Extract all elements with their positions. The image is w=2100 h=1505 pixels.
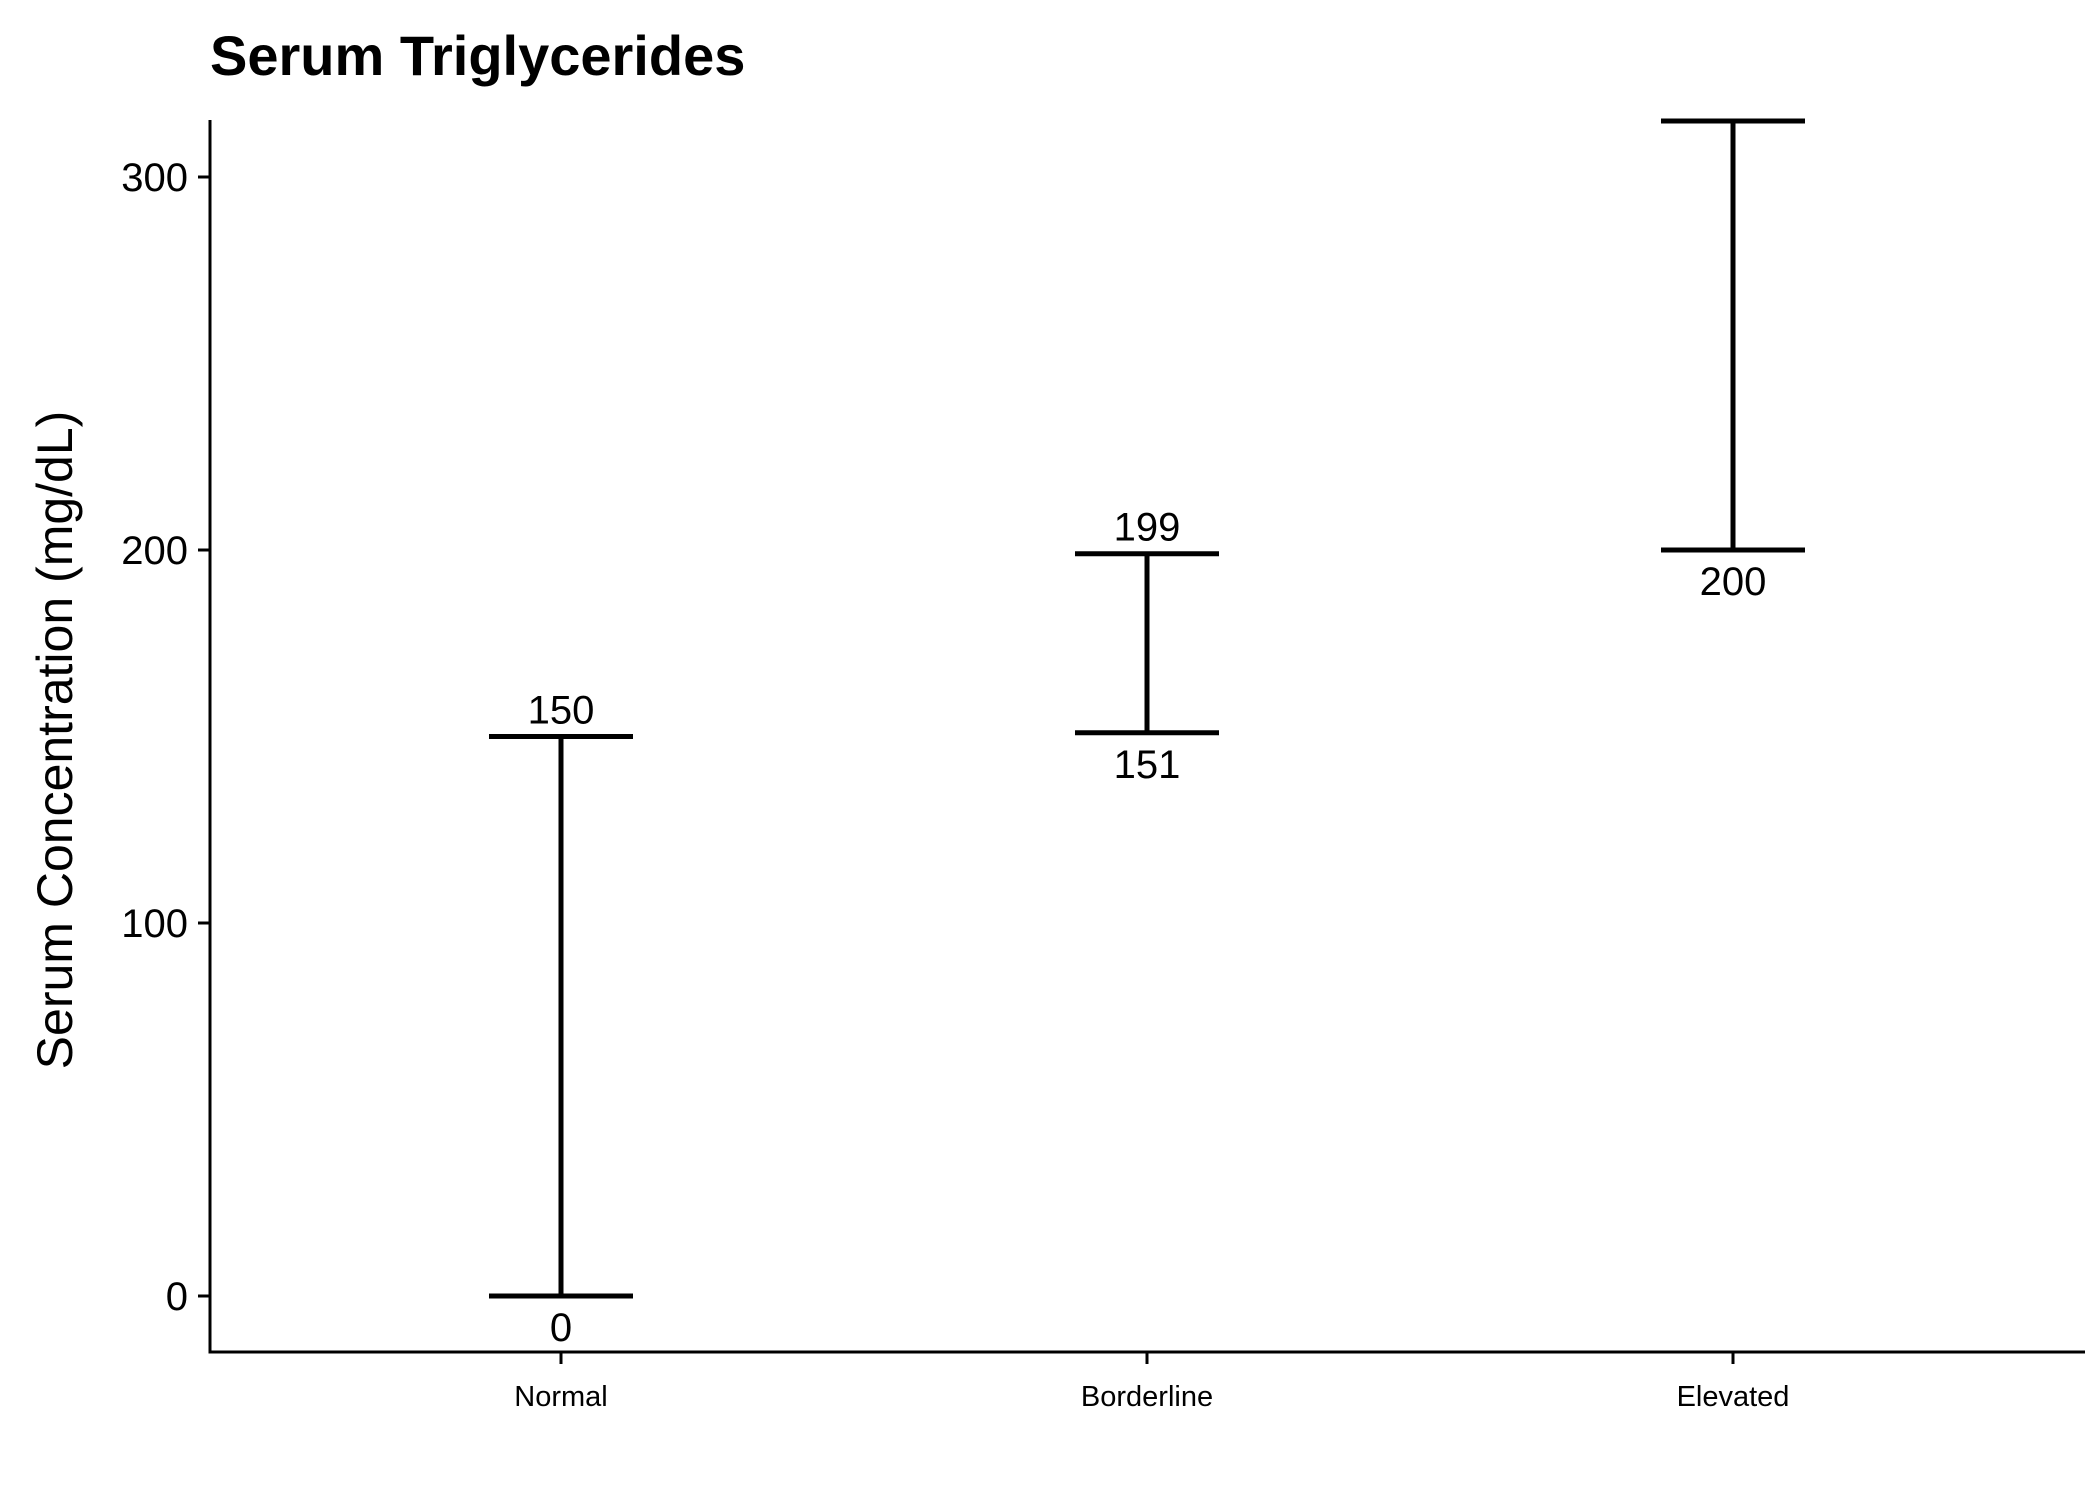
y-tick-label: 200: [121, 529, 188, 573]
y-tick-label: 0: [166, 1275, 188, 1319]
range-label-low-elevated: 200: [1700, 560, 1767, 604]
x-ticks: Normal Borderline Elevated: [514, 1352, 1789, 1413]
x-tick-label-normal: Normal: [514, 1381, 607, 1413]
error-bars: 150 0 199 151 200: [489, 118, 1805, 1350]
range-label-high-normal: 150: [528, 689, 595, 733]
range-label-high-borderline: 199: [1114, 506, 1181, 550]
range-label-low-normal: 0: [550, 1306, 572, 1350]
range-label-low-borderline: 151: [1114, 743, 1181, 787]
y-axis-label: Serum Concentration (mg/dL): [27, 411, 83, 1070]
y-ticks: 0 100 200 300: [121, 156, 210, 1319]
y-tick-label: 100: [121, 902, 188, 946]
x-tick-label-borderline: Borderline: [1081, 1381, 1213, 1413]
x-tick-label-elevated: Elevated: [1677, 1381, 1790, 1413]
chart-title: Serum Triglycerides: [210, 24, 745, 87]
y-tick-label: 300: [121, 156, 188, 200]
